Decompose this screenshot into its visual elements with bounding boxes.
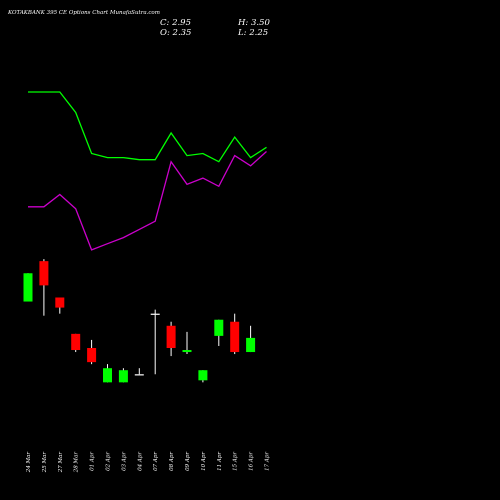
candle bbox=[198, 370, 208, 383]
x-tick-label: 27 Mar bbox=[58, 452, 64, 474]
x-tick-label: 28 Mar bbox=[74, 452, 80, 474]
x-tick-label: 01 Apr bbox=[90, 452, 96, 471]
candle-body bbox=[118, 370, 128, 383]
candle-body bbox=[134, 374, 144, 376]
candle-body bbox=[55, 297, 65, 308]
x-tick-label: 04 Apr bbox=[137, 452, 143, 471]
open-readout: O: 2.35 bbox=[160, 28, 192, 38]
indicator-line-2 bbox=[28, 151, 267, 251]
x-axis-labels: 24 Mar 25 Mar 27 Mar 28 Mar 01 Apr 02 Apr 03 A… bbox=[26, 452, 271, 474]
x-tick-label: 24 Mar bbox=[26, 452, 32, 474]
candle-body bbox=[150, 313, 160, 315]
x-tick-label: 25 Mar bbox=[42, 452, 48, 474]
candle bbox=[39, 259, 49, 316]
x-tick-label: 03 Apr bbox=[121, 452, 127, 471]
candle bbox=[71, 333, 81, 353]
candle-body bbox=[230, 321, 240, 353]
indicator-lines bbox=[28, 91, 267, 251]
candle-body bbox=[182, 350, 192, 353]
candle-body bbox=[71, 333, 81, 351]
x-tick-label: 09 Apr bbox=[185, 452, 191, 471]
candle bbox=[182, 331, 192, 355]
candle bbox=[55, 297, 65, 314]
x-tick-label: 10 Apr bbox=[201, 452, 207, 471]
high-readout: H: 3.50 bbox=[238, 18, 270, 28]
x-tick-label: 15 Apr bbox=[233, 452, 239, 471]
x-tick-label: 11 Apr bbox=[217, 452, 223, 471]
candle bbox=[103, 364, 112, 383]
close-readout: C: 2.95 bbox=[160, 18, 191, 28]
candle bbox=[134, 368, 144, 376]
candle bbox=[246, 325, 256, 353]
candle bbox=[166, 321, 176, 357]
low-readout: L: 2.25 bbox=[238, 28, 269, 38]
candle bbox=[23, 273, 33, 302]
candle-body bbox=[166, 325, 176, 348]
candle bbox=[214, 319, 224, 346]
candles bbox=[23, 259, 256, 383]
candle-body bbox=[23, 273, 33, 302]
candle-body bbox=[39, 261, 49, 286]
chart-title: KOTAKBANK 395 CE Options Chart MunafaSut… bbox=[8, 10, 160, 16]
candle-body bbox=[214, 319, 224, 336]
candle bbox=[87, 339, 97, 365]
indicator-line-1 bbox=[28, 91, 267, 163]
candle-body bbox=[246, 337, 256, 353]
candle bbox=[118, 368, 128, 383]
x-tick-label: 08 Apr bbox=[169, 452, 175, 471]
candle-body bbox=[87, 348, 97, 363]
candle-body bbox=[103, 368, 112, 383]
candle bbox=[150, 309, 160, 375]
x-tick-label: 16 Apr bbox=[249, 452, 255, 471]
candle bbox=[230, 313, 240, 355]
x-tick-label: 17 Apr bbox=[265, 452, 271, 471]
x-tick-label: 07 Apr bbox=[153, 452, 159, 471]
x-tick-label: 02 Apr bbox=[106, 452, 112, 471]
candle-body bbox=[198, 370, 208, 381]
